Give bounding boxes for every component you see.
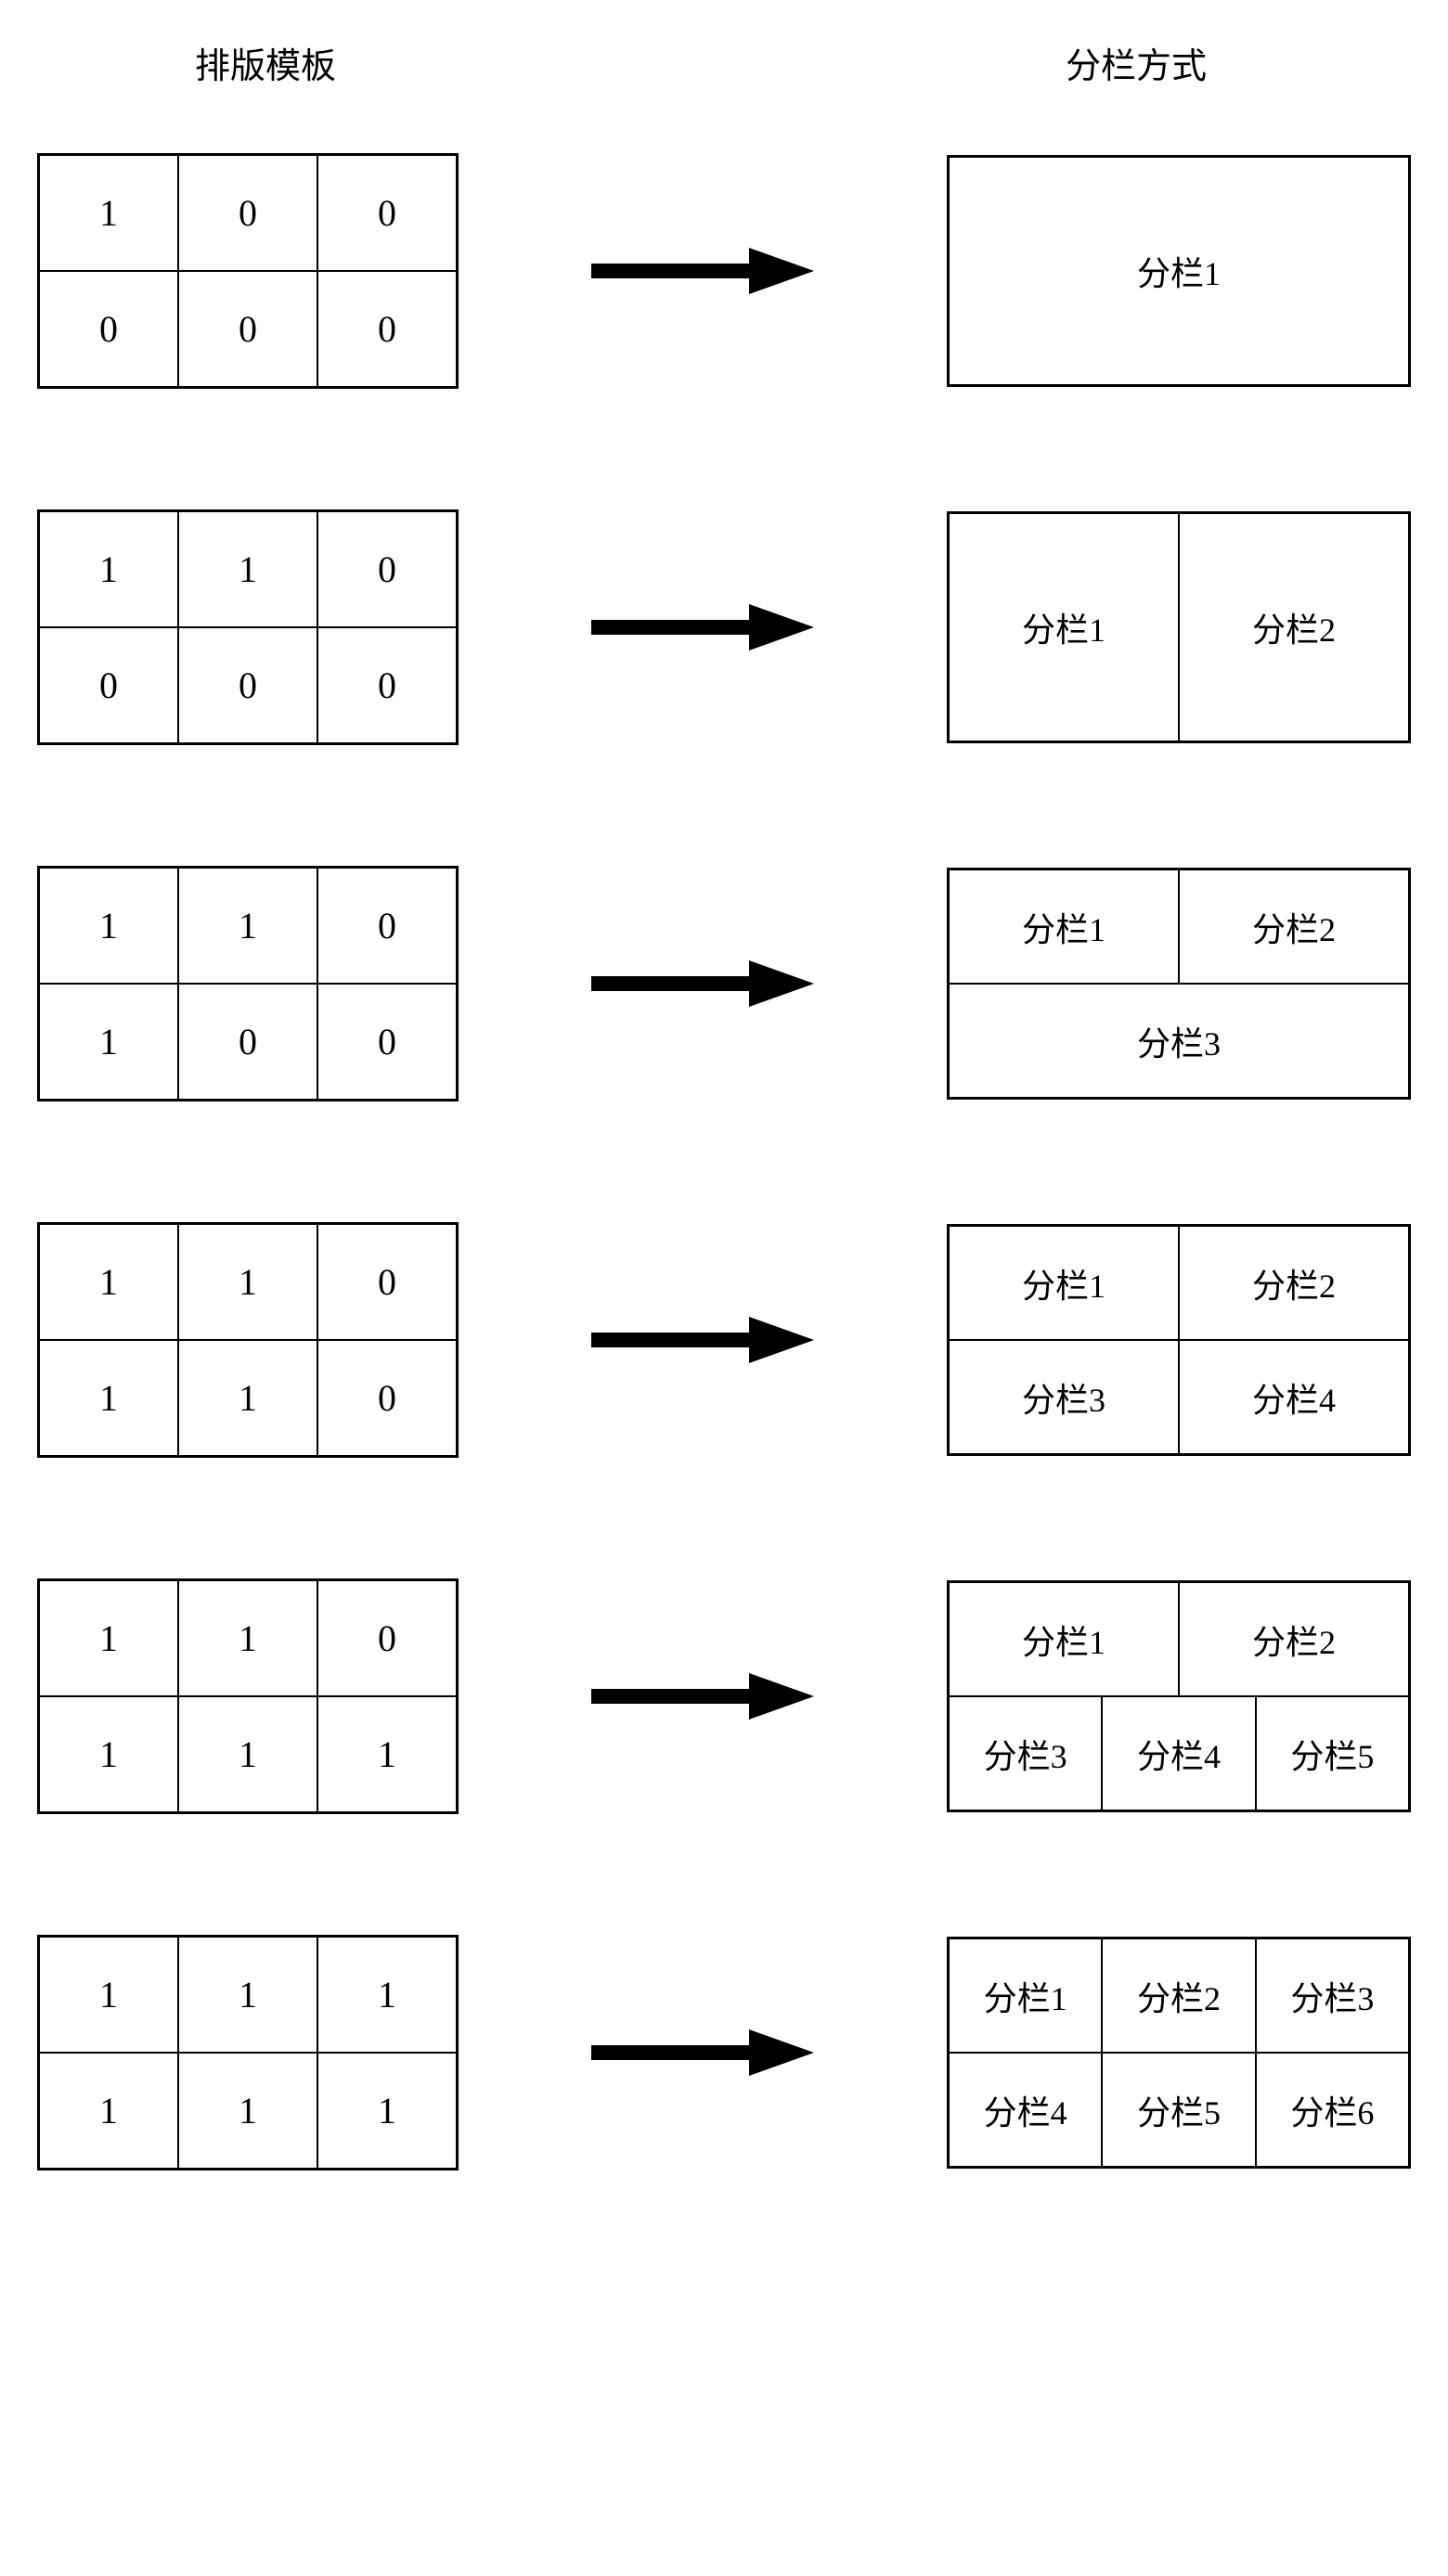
template-cell: 1 (178, 1340, 317, 1456)
arrow-icon (591, 1317, 814, 1363)
template-cell: 1 (178, 2053, 317, 2169)
template-grid: 111111 (37, 1935, 459, 2170)
arrow-wrap (459, 604, 947, 650)
template-cell: 0 (39, 271, 178, 387)
layout-cell: 分栏5 (1102, 2053, 1255, 2167)
template-cell: 1 (178, 1696, 317, 1812)
diagram-content: 100000 分栏1110000 分栏1分栏2110100 分栏1分栏2分栏31… (19, 153, 1429, 2170)
template-cell: 0 (317, 155, 457, 271)
arrow-wrap (459, 248, 947, 294)
layout-cell: 分栏4 (1102, 1696, 1255, 1810)
mapping-row: 100000 分栏1 (19, 153, 1429, 389)
layout-cell: 分栏2 (1179, 869, 1409, 984)
template-cell: 0 (317, 1340, 457, 1456)
mapping-row: 110110 分栏1分栏2分栏3分栏4 (19, 1222, 1429, 1458)
arrow-wrap (459, 2029, 947, 2076)
layout-cell: 分栏2 (1179, 1226, 1409, 1340)
layout-cell: 分栏1 (949, 157, 1409, 385)
template-grid: 110110 (37, 1222, 459, 1458)
template-cell: 1 (39, 868, 178, 984)
layout-cell: 分栏1 (949, 513, 1179, 741)
template-cell: 0 (317, 1224, 457, 1340)
template-cell: 0 (317, 984, 457, 1100)
layout-cell: 分栏6 (1256, 2053, 1409, 2167)
template-cell: 1 (178, 1580, 317, 1696)
layout-cell: 分栏1 (949, 869, 1179, 984)
template-grid: 110000 (37, 509, 459, 745)
mapping-row: 110000 分栏1分栏2 (19, 509, 1429, 745)
template-cell: 1 (39, 2053, 178, 2169)
arrow-icon (591, 2029, 814, 2076)
template-cell: 0 (178, 271, 317, 387)
template-cell: 0 (178, 155, 317, 271)
arrow-icon (591, 1673, 814, 1719)
layout-box: 分栏1分栏2 分栏3分栏4分栏5 (947, 1580, 1411, 1812)
template-cell: 1 (39, 1224, 178, 1340)
layout-cell: 分栏4 (949, 2053, 1102, 2167)
template-cell: 0 (39, 627, 178, 743)
arrow-wrap (459, 1317, 947, 1363)
template-cell: 0 (178, 984, 317, 1100)
layout-cell: 分栏2 (1102, 1938, 1255, 2053)
arrow-wrap (459, 1673, 947, 1719)
mapping-row: 111111 分栏1分栏2分栏3分栏4分栏5分栏6 (19, 1935, 1429, 2170)
template-cell: 1 (39, 1696, 178, 1812)
layout-cell: 分栏2 (1179, 1582, 1409, 1696)
layout-cell: 分栏1 (949, 1582, 1179, 1696)
layout-box: 分栏1分栏2分栏3分栏4 (947, 1224, 1411, 1456)
template-cell: 1 (39, 1937, 178, 2053)
layout-cell: 分栏3 (949, 1340, 1179, 1454)
layout-cell: 分栏2 (1179, 513, 1409, 741)
template-cell: 0 (317, 511, 457, 627)
template-cell: 1 (178, 1937, 317, 2053)
template-cell: 0 (178, 627, 317, 743)
layout-cell: 分栏3 (949, 984, 1409, 1098)
template-cell: 1 (317, 1696, 457, 1812)
template-cell: 0 (317, 271, 457, 387)
arrow-icon (591, 604, 814, 650)
arrow-icon (591, 248, 814, 294)
template-cell: 0 (317, 627, 457, 743)
mapping-row: 110100 分栏1分栏2分栏3 (19, 866, 1429, 1101)
template-cell: 1 (317, 2053, 457, 2169)
header-layout: 分栏方式 (1066, 37, 1207, 88)
template-grid: 110111 (37, 1578, 459, 1814)
arrow-icon (591, 960, 814, 1007)
template-cell: 1 (39, 1580, 178, 1696)
layout-cell: 分栏3 (1256, 1938, 1409, 2053)
layout-box: 分栏1分栏2 (947, 511, 1411, 743)
headers-row: 排版模板 分栏方式 (19, 37, 1429, 88)
template-cell: 1 (178, 868, 317, 984)
layout-box: 分栏1分栏2分栏3 (947, 868, 1411, 1100)
arrow-wrap (459, 960, 947, 1007)
header-template: 排版模板 (195, 37, 336, 88)
layout-cell: 分栏4 (1179, 1340, 1409, 1454)
template-cell: 0 (317, 868, 457, 984)
layout-cell: 分栏1 (949, 1938, 1102, 2053)
template-cell: 1 (317, 1937, 457, 2053)
layout-cell: 分栏5 (1256, 1696, 1409, 1810)
layout-cell: 分栏1 (949, 1226, 1179, 1340)
layout-box: 分栏1分栏2分栏3 分栏4分栏5分栏6 (947, 1937, 1411, 2169)
template-grid: 110100 (37, 866, 459, 1101)
template-cell: 1 (39, 1340, 178, 1456)
mapping-row: 110111 分栏1分栏2分栏3分栏4分栏5 (19, 1578, 1429, 1814)
template-cell: 1 (39, 155, 178, 271)
template-cell: 1 (39, 511, 178, 627)
template-cell: 0 (317, 1580, 457, 1696)
template-grid: 100000 (37, 153, 459, 389)
layout-box: 分栏1 (947, 155, 1411, 387)
layout-cell: 分栏3 (949, 1696, 1102, 1810)
template-cell: 1 (39, 984, 178, 1100)
template-cell: 1 (178, 1224, 317, 1340)
template-cell: 1 (178, 511, 317, 627)
